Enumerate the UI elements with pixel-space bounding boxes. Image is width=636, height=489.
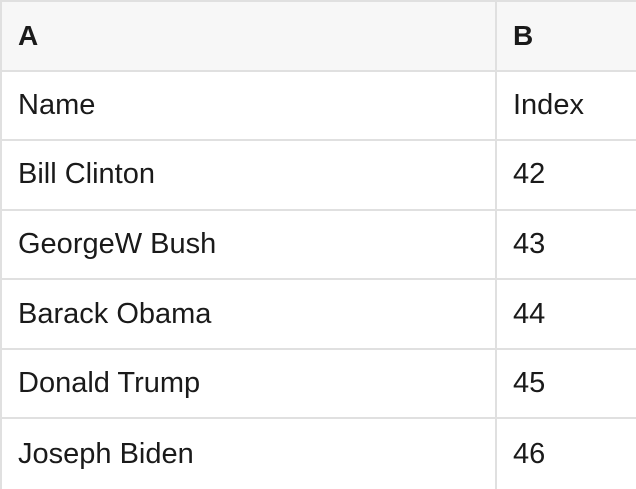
column-header-a[interactable]: A <box>2 2 497 72</box>
cell-index-46[interactable]: 46 <box>513 437 546 470</box>
cell-name-georgew-bush[interactable]: GeorgeW Bush <box>2 210 497 281</box>
cell-index-42[interactable]: 42 <box>497 141 636 211</box>
cell-index-44[interactable]: 44 <box>497 280 636 350</box>
cell-name-barack-obama[interactable]: Barack Obama <box>2 280 497 350</box>
cell-name-label[interactable]: Name <box>2 71 497 142</box>
cell-name-bill-clinton[interactable]: Bill Clinton <box>2 141 497 211</box>
cell-index-label[interactable]: Index <box>497 72 636 142</box>
cell-name-donald-trump[interactable]: Donald Trump <box>2 349 497 420</box>
cell-index-43[interactable]: 43 <box>497 211 636 281</box>
column-header-b[interactable]: B <box>497 2 636 72</box>
cell-index-45[interactable]: 45 <box>497 350 636 420</box>
cell-name-joseph-biden[interactable]: Joseph Biden <box>2 419 497 489</box>
